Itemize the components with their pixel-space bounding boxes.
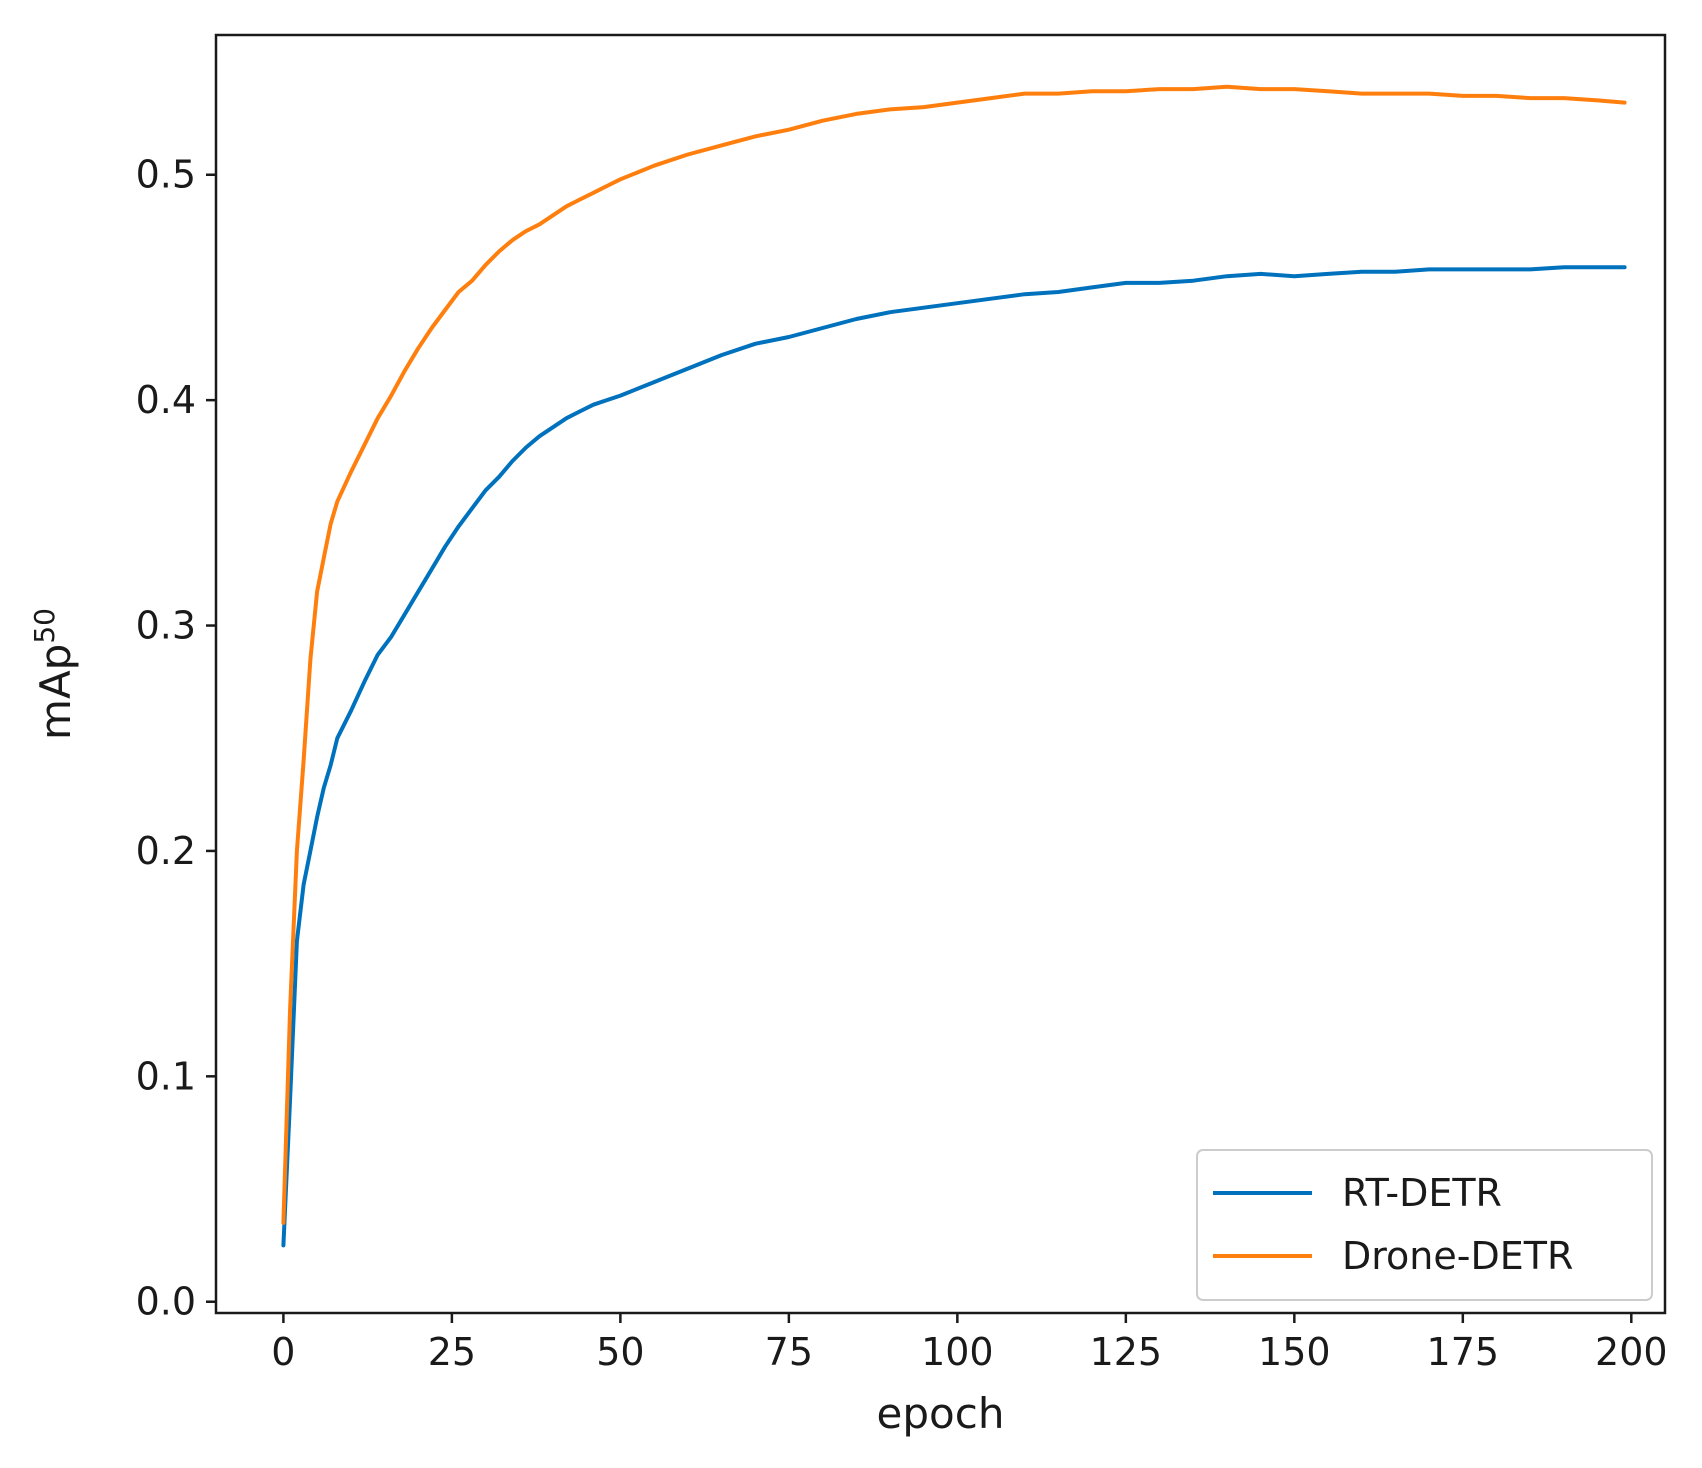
x-tick-label: 125 [1090,1330,1163,1374]
y-tick-label: 0.2 [136,829,196,873]
y-axis-label-superscript: 50 [28,608,61,644]
x-tick-label: 25 [428,1330,476,1374]
legend: RT-DETR Drone-DETR [1196,1149,1653,1301]
x-tick-label: 150 [1258,1330,1331,1374]
series-line-0 [281,265,1627,1248]
y-axis-ticks: 0.0 0.1 0.2 0.3 0.4 0.5 [136,153,216,1324]
y-tick-label: 0.4 [136,378,196,422]
y-tick-label: 0.5 [136,153,196,197]
legend-box [1196,1149,1653,1301]
x-tick-label: 50 [596,1330,644,1374]
x-tick-label: 175 [1427,1330,1500,1374]
x-tick-label: 75 [765,1330,813,1374]
x-tick-label: 0 [271,1330,295,1374]
x-axis-ticks: 0 25 50 75 100 125 150 175 200 [271,1313,1668,1374]
x-tick-label: 200 [1595,1330,1668,1374]
y-axis-label: mAp50 [28,608,80,740]
y-tick-label: 0.1 [136,1054,196,1098]
legend-label: Drone-DETR [1342,1234,1573,1278]
x-axis-label: epoch [877,1389,1005,1438]
y-tick-label: 0.3 [136,604,196,648]
series-line-1 [281,84,1627,1225]
y-tick-label: 0.0 [136,1280,196,1324]
x-tick-label: 100 [921,1330,994,1374]
y-axis-label-base: mAp [31,644,80,740]
series-layer [281,84,1627,1248]
plot-area [214,33,1667,1315]
legend-label: RT-DETR [1342,1171,1502,1215]
plot-frame [214,33,1667,1315]
